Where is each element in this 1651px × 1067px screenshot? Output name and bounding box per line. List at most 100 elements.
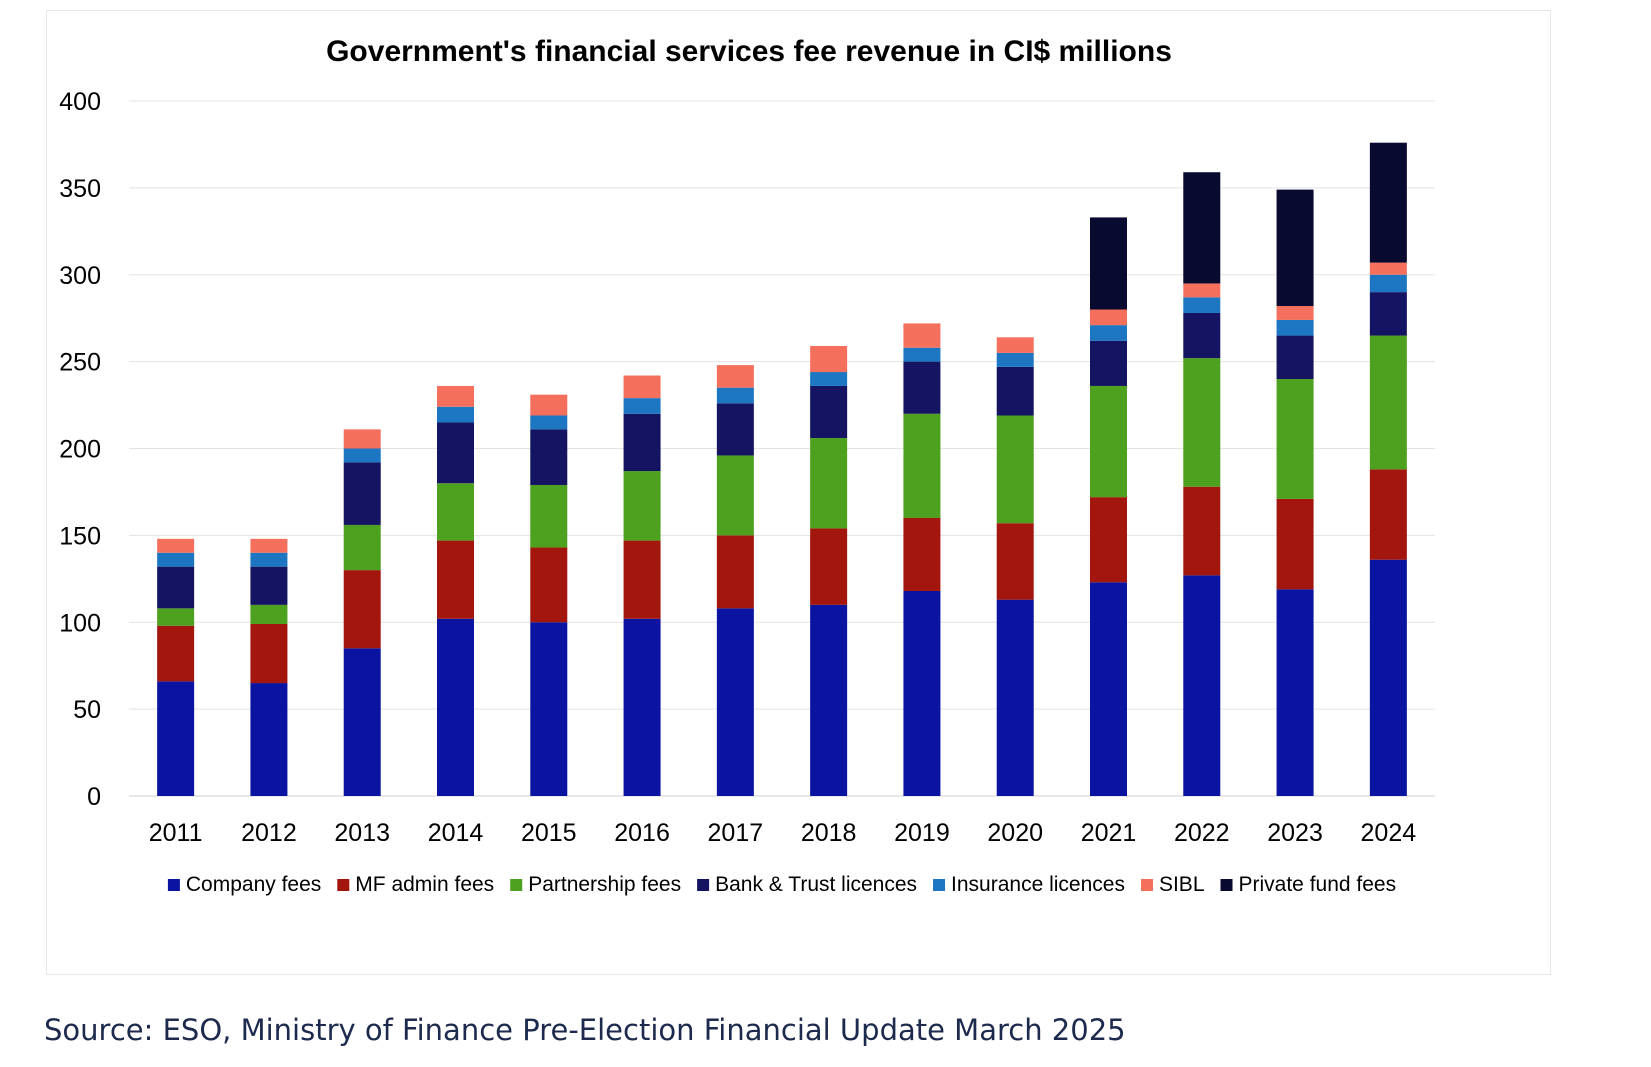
x-tick-label: 2023 — [1267, 819, 1323, 847]
x-tick-label: 2015 — [521, 819, 577, 847]
bar-segment-partnership-fees-2014 — [437, 483, 474, 541]
x-tick-label: 2020 — [987, 819, 1043, 847]
bar-segment-sibl-2022 — [1183, 283, 1221, 298]
x-tick-label: 2024 — [1361, 819, 1417, 847]
bar-segment-insurance-licences-2015 — [530, 415, 568, 430]
bar-segment-partnership-fees-2015 — [530, 484, 568, 548]
bar-segment-mf-admin-fees-2014 — [437, 540, 474, 619]
bar-segment-mf-admin-fees-2016 — [623, 540, 661, 619]
bar-segment-company-fees-2021 — [1090, 582, 1127, 796]
legend-swatch — [697, 879, 710, 891]
y-tick-label: 0 — [87, 783, 101, 811]
legend-label: SIBL — [1159, 873, 1205, 896]
bars — [157, 142, 1407, 796]
legend: Company fees MF admin fees Partnership fee… — [167, 873, 1397, 896]
bar-segment-mf-admin-fees-2012 — [250, 623, 288, 684]
legend-label: Private fund fees — [1239, 873, 1397, 896]
x-tick-label: 2018 — [801, 819, 857, 847]
bar-segment-partnership-fees-2017 — [716, 455, 754, 536]
bar-segment-bank-trust-licences-2019 — [903, 361, 941, 414]
y-tick-label: 400 — [59, 88, 101, 116]
bar-segment-private-fund-fees-2023 — [1276, 189, 1314, 307]
legend-item: Private fund fees — [1220, 873, 1397, 896]
stacked-bar-chart: Government's financial services fee reve… — [59, 35, 1435, 896]
bar-segment-insurance-licences-2022 — [1183, 297, 1221, 313]
bar-segment-company-fees-2018 — [810, 604, 848, 796]
legend-swatch — [933, 879, 946, 891]
bar-segment-partnership-fees-2021 — [1090, 385, 1127, 498]
bar-segment-sibl-2016 — [623, 375, 661, 399]
bar-segment-company-fees-2014 — [437, 618, 474, 796]
bar-segment-company-fees-2015 — [530, 622, 568, 796]
bar-segment-mf-admin-fees-2020 — [996, 523, 1034, 600]
bar-segment-insurance-licences-2021 — [1090, 325, 1127, 341]
bar-segment-partnership-fees-2013 — [343, 524, 381, 571]
bar-segment-mf-admin-fees-2015 — [530, 547, 568, 623]
bar-segment-sibl-2014 — [437, 385, 474, 407]
bar-segment-private-fund-fees-2024 — [1369, 142, 1407, 263]
bar-segment-sibl-2011 — [157, 538, 195, 553]
bar-segment-company-fees-2016 — [623, 618, 661, 796]
x-tick-label: 2014 — [428, 819, 484, 847]
legend-swatch — [1140, 879, 1153, 891]
bar-segment-partnership-fees-2022 — [1183, 358, 1221, 487]
x-tick-label: 2017 — [708, 819, 764, 847]
legend-label: MF admin fees — [355, 873, 494, 896]
legend-item: Insurance licences — [933, 873, 1125, 896]
bar-segment-sibl-2023 — [1276, 306, 1314, 320]
bar-segment-insurance-licences-2014 — [437, 406, 474, 423]
bar-segment-company-fees-2011 — [157, 681, 195, 796]
legend-swatch — [510, 879, 523, 891]
legend-item: Bank & Trust licences — [697, 873, 917, 896]
bar-segment-sibl-2015 — [530, 394, 568, 416]
bar-segment-mf-admin-fees-2022 — [1183, 486, 1221, 576]
bar-segment-sibl-2013 — [343, 429, 381, 449]
bar-segment-insurance-licences-2011 — [157, 552, 195, 567]
y-tick-label: 350 — [59, 175, 101, 203]
bar-segment-insurance-licences-2012 — [250, 552, 288, 567]
legend-swatch — [337, 879, 350, 891]
bar-segment-company-fees-2023 — [1276, 589, 1314, 796]
bar-segment-company-fees-2022 — [1183, 575, 1221, 796]
bar-segment-mf-admin-fees-2023 — [1276, 498, 1314, 590]
bar-segment-partnership-fees-2012 — [250, 604, 288, 624]
bar-segment-company-fees-2020 — [996, 599, 1034, 796]
bar-segment-insurance-licences-2017 — [716, 387, 754, 404]
bar-segment-partnership-fees-2020 — [996, 415, 1034, 524]
bar-segment-insurance-licences-2013 — [343, 448, 381, 463]
legend-item: Partnership fees — [510, 873, 681, 896]
bar-segment-bank-trust-licences-2012 — [250, 566, 288, 605]
y-tick-label: 300 — [59, 262, 101, 290]
gridlines — [129, 100, 1435, 797]
bar-segment-insurance-licences-2019 — [903, 347, 941, 362]
bar-segment-company-fees-2024 — [1369, 559, 1407, 796]
legend-item: Company fees — [167, 873, 321, 896]
y-tick-label: 250 — [59, 349, 101, 377]
bar-segment-partnership-fees-2023 — [1276, 379, 1314, 499]
bar-segment-bank-trust-licences-2023 — [1276, 335, 1314, 379]
bar-segment-company-fees-2019 — [903, 590, 941, 796]
x-tick-label: 2022 — [1174, 819, 1230, 847]
bar-segment-sibl-2012 — [250, 538, 288, 553]
y-tick-label: 150 — [59, 522, 101, 550]
source-note: Source: ESO, Ministry of Finance Pre-Ele… — [44, 1013, 1126, 1047]
bar-segment-insurance-licences-2020 — [996, 352, 1034, 367]
x-tick-label: 2016 — [614, 819, 670, 847]
bar-segment-company-fees-2017 — [716, 608, 754, 796]
bar-segment-company-fees-2012 — [250, 683, 288, 796]
bar-segment-bank-trust-licences-2013 — [343, 462, 381, 525]
legend-item: MF admin fees — [337, 873, 494, 896]
bar-segment-bank-trust-licences-2014 — [437, 422, 474, 484]
legend-label: Bank & Trust licences — [715, 873, 917, 896]
bar-segment-sibl-2021 — [1090, 309, 1127, 326]
bar-segment-mf-admin-fees-2021 — [1090, 497, 1127, 583]
y-tick-label: 200 — [59, 436, 101, 464]
legend-label: Partnership fees — [528, 873, 681, 896]
bar-segment-mf-admin-fees-2017 — [716, 535, 754, 609]
bar-segment-mf-admin-fees-2019 — [903, 518, 941, 591]
chart-panel: Government's financial services fee reve… — [46, 10, 1551, 975]
bar-segment-mf-admin-fees-2011 — [157, 625, 195, 682]
bar-segment-bank-trust-licences-2016 — [623, 413, 661, 472]
legend-label: Company fees — [186, 873, 321, 896]
chart-title: Government's financial services fee reve… — [326, 35, 1172, 68]
